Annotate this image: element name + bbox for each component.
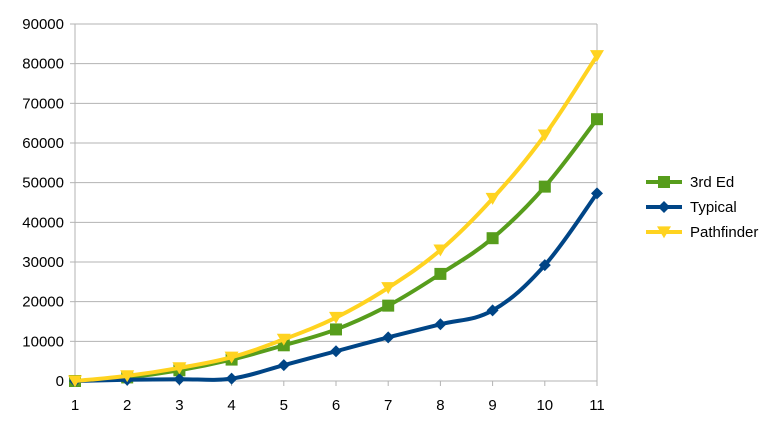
data-point-triangle-down	[276, 333, 291, 346]
data-point-square	[382, 299, 395, 312]
data-point-diamond	[382, 331, 395, 344]
x-tick-label: 1	[71, 397, 79, 414]
data-point-diamond	[538, 259, 551, 272]
data-point-diamond	[330, 345, 342, 358]
data-point-triangle-down	[590, 50, 604, 63]
y-tick-label: 20000	[22, 294, 64, 311]
data-point-diamond	[277, 359, 290, 372]
y-tick-label: 50000	[22, 175, 64, 192]
data-point-diamond	[173, 373, 186, 386]
data-point-diamond	[486, 304, 499, 317]
legend-label: Typical	[690, 199, 737, 216]
series-typical	[69, 187, 603, 387]
data-point-square	[538, 180, 551, 193]
series-layer	[68, 50, 604, 388]
legend-item: 3rd Ed	[646, 174, 734, 191]
y-tick-label: 90000	[22, 16, 64, 33]
data-point-diamond	[591, 187, 603, 200]
data-point-triangle-down	[485, 192, 500, 205]
x-tick-label: 3	[175, 397, 183, 414]
legend-marker	[657, 226, 671, 239]
data-point-square	[486, 232, 499, 245]
legend-label: 3rd Ed	[690, 174, 734, 191]
legend-item: Pathfinder	[646, 224, 758, 241]
x-tick-label: 5	[280, 397, 288, 414]
data-point-square	[434, 267, 447, 280]
x-tick-label: 7	[384, 397, 392, 414]
y-tick-label: 70000	[22, 95, 64, 112]
data-point-diamond	[434, 318, 447, 331]
x-tick-label: 2	[123, 397, 131, 414]
legend-marker	[658, 201, 670, 213]
y-tick-label: 10000	[22, 333, 64, 350]
legend: 3rd Ed Typical Pathfinder	[646, 174, 758, 241]
data-point-triangle-down	[120, 370, 135, 383]
legend-marker	[658, 176, 670, 188]
data-point-triangle-down	[537, 129, 552, 142]
legend-label: Pathfinder	[690, 224, 758, 241]
data-point-triangle-down	[329, 311, 343, 324]
x-tick-label: 6	[332, 397, 340, 414]
data-point-square	[330, 323, 342, 336]
series-line	[74, 54, 599, 383]
y-tick-label: 60000	[22, 135, 64, 152]
data-point-triangle-down	[381, 282, 396, 295]
data-point-triangle-down	[68, 375, 82, 388]
y-tick-label: 80000	[22, 56, 64, 73]
x-tick-label: 10	[536, 397, 553, 414]
data-point-diamond	[225, 372, 238, 385]
x-tick-label: 9	[488, 397, 496, 414]
y-tick-label: 30000	[22, 254, 64, 271]
y-tick-label: 0	[56, 373, 64, 390]
data-point-triangle-down	[433, 244, 448, 257]
x-tick-label: 8	[436, 397, 444, 414]
y-tick-label: 40000	[22, 214, 64, 231]
data-point-triangle-down	[172, 362, 187, 375]
legend-item: Typical	[646, 199, 737, 216]
x-tick-label: 4	[227, 397, 235, 414]
series-pathfinder	[68, 50, 604, 388]
data-point-square	[591, 113, 603, 126]
x-tick-label: 11	[589, 397, 605, 414]
grid-layer	[75, 23, 597, 382]
data-point-triangle-down	[224, 351, 239, 364]
axis-layer: 0 10000 20000 30000 40000 50000 60000 70000 8000…	[22, 16, 605, 414]
